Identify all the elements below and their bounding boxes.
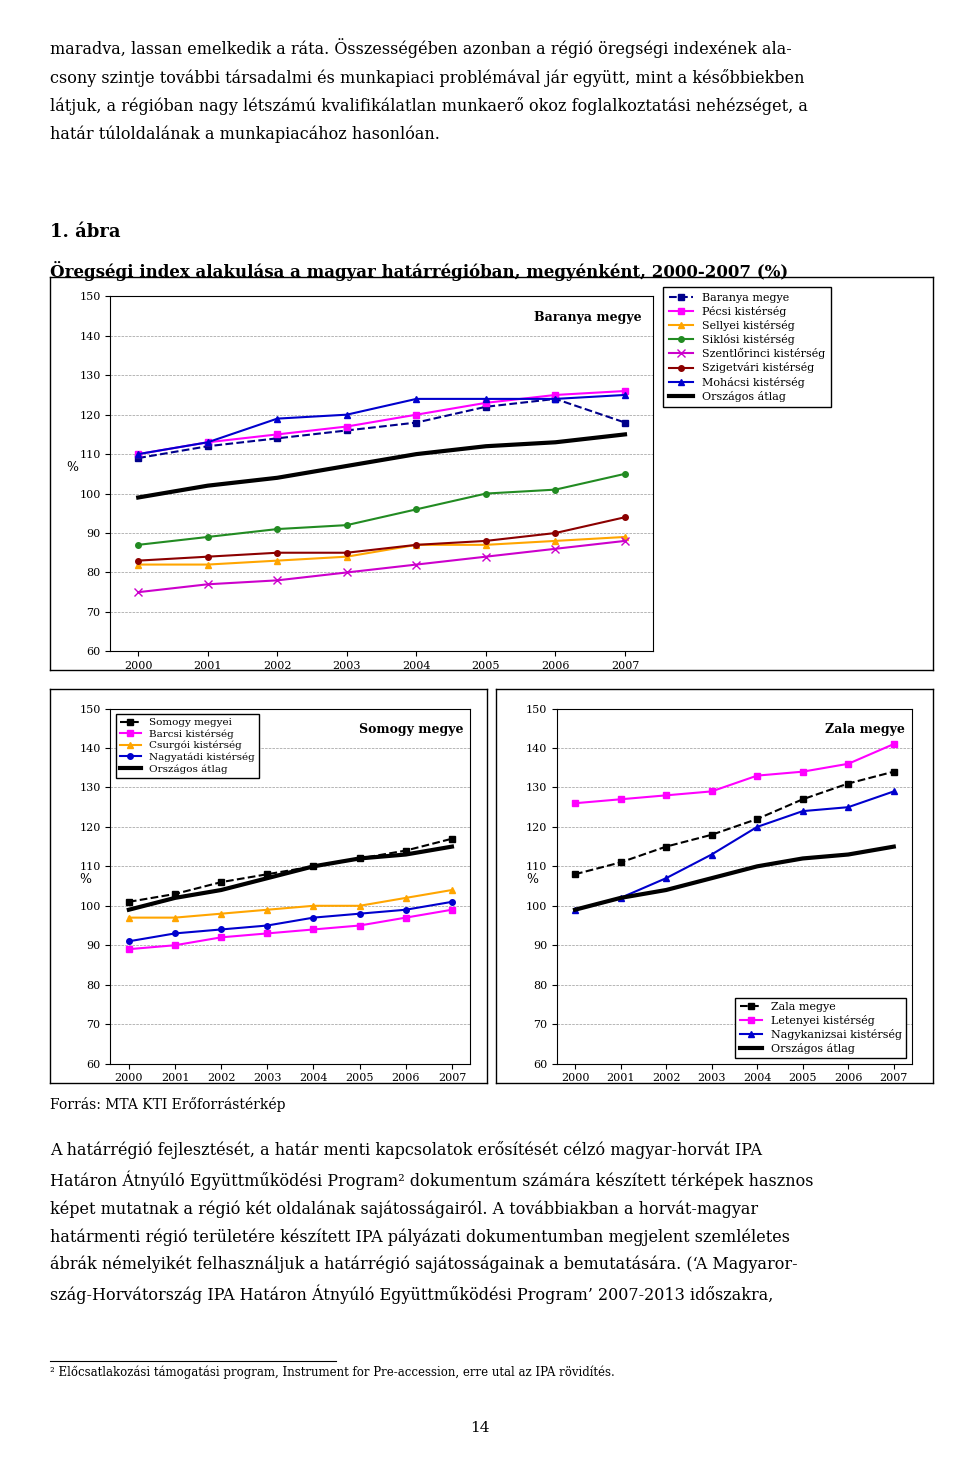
Y-axis label: %: % [526,873,538,886]
Text: Öregségi index alakulása a magyar határrégióban, megyénként, 2000-2007 (%): Öregségi index alakulása a magyar határr… [50,261,788,282]
Text: A határrégió fejlesztését, a határ menti kapcsolatok erősítését célzó magyar-hor: A határrégió fejlesztését, a határ menti… [50,1141,813,1304]
Text: ² Előcsatlakozási támogatási program, Instrument for Pre-accession, erre utal az: ² Előcsatlakozási támogatási program, In… [50,1366,614,1379]
Y-axis label: %: % [66,461,79,474]
Text: Baranya megye: Baranya megye [535,311,642,324]
Text: maradva, lassan emelkedik a ráta. Összességében azonban a régió öregségi indexén: maradva, lassan emelkedik a ráta. Összes… [50,38,807,142]
Legend: Somogy megyei, Barcsi kistérség, Csurgói kistérség, Nagyatádi kistérség, Országo: Somogy megyei, Barcsi kistérség, Csurgói… [115,714,259,778]
Text: 1. ábra: 1. ábra [50,223,120,241]
Legend: Zala megye, Letenyei kistérség, Nagykanizsai kistérség, Országos átlag: Zala megye, Letenyei kistérség, Nagykani… [735,998,906,1058]
Y-axis label: %: % [79,873,91,886]
Text: 14: 14 [470,1420,490,1435]
Text: Zala megye: Zala megye [825,723,905,736]
Text: Somogy megye: Somogy megye [359,723,464,736]
Text: Forrás: MTA KTI Erőforrástérkép: Forrás: MTA KTI Erőforrástérkép [50,1097,285,1112]
Legend: Baranya megye, Pécsi kistérség, Sellyei kistérség, Siklósi kistérség, Szentlőrin: Baranya megye, Pécsi kistérség, Sellyei … [663,288,830,408]
